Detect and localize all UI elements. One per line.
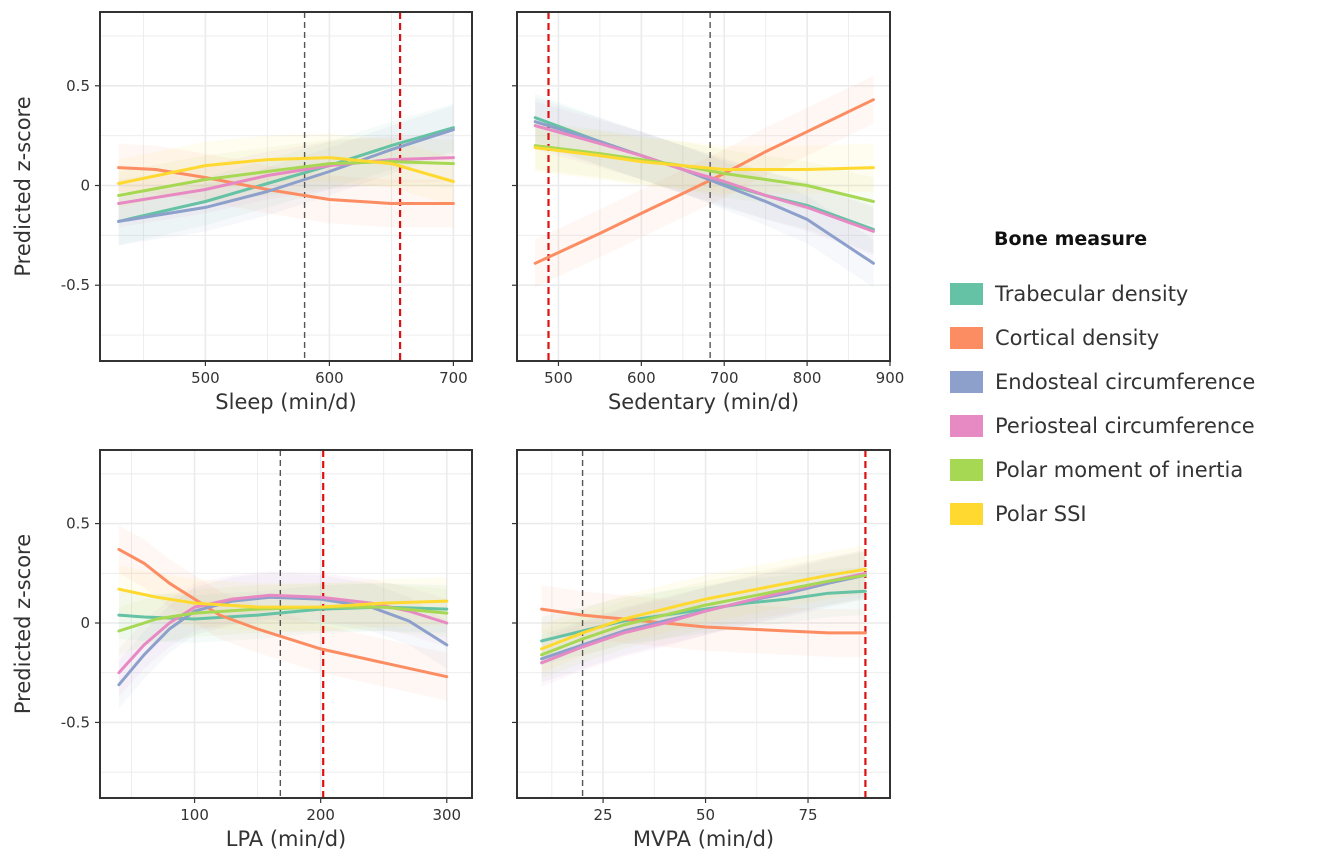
- x-tick-label: 200: [306, 806, 335, 824]
- x-tick-label: 700: [710, 369, 739, 387]
- legend-item-cortical-density: Cortical density: [950, 316, 1255, 360]
- x-tick-label: 800: [793, 369, 822, 387]
- x-tick-label: 75: [798, 806, 817, 824]
- series-line-polar-ssi: [117, 156, 455, 185]
- panel-border: [516, 11, 891, 362]
- legend: Bone measure Trabecular density Cortical…: [950, 228, 1255, 536]
- x-tick-label: 500: [191, 369, 220, 387]
- y-axis-title: Predicted z-score: [11, 96, 35, 276]
- confidence-band: [118, 103, 454, 246]
- confidence-band: [541, 585, 866, 657]
- legend-item-polar-ssi: Polar SSI: [950, 492, 1255, 536]
- legend-item-trabecular-density: Trabecular density: [950, 272, 1255, 316]
- legend-label: Polar SSI: [995, 502, 1087, 526]
- series-line-endosteal-circumference: [533, 120, 875, 265]
- confidence-band: [535, 93, 874, 254]
- x-tick-label: 500: [544, 369, 573, 387]
- series-line-polar-moment-of-inertia: [117, 160, 455, 197]
- panel-sedentary: 500 600 700 800 900 Sedentary (min/d): [512, 11, 905, 414]
- x-axis-title: Sleep (min/d): [215, 390, 356, 414]
- legend-label: Polar moment of inertia: [995, 458, 1244, 482]
- legend-label: Cortical density: [995, 326, 1160, 350]
- series-line-polar-ssi: [533, 146, 875, 171]
- series-line-cortical-density: [533, 98, 875, 265]
- panel-border: [99, 11, 473, 362]
- y-tick-label: 0: [80, 177, 90, 195]
- y-axis-title: Predicted z-score: [11, 534, 35, 714]
- panel-sleep: 500 600 700 0.5 0 -0.5 Sleep (min/d) Predicted …: [11, 11, 473, 414]
- series-line-polar-moment-of-inertia: [540, 573, 867, 657]
- legend-title: Bone measure: [994, 228, 1148, 250]
- panel-mvpa: 25 50 75 MVPA (min/d): [512, 449, 891, 851]
- x-tick-label: 700: [439, 369, 468, 387]
- x-tick-label: 50: [696, 806, 715, 824]
- series-line-polar-moment-of-inertia: [117, 605, 449, 633]
- x-tick-label: 100: [180, 806, 209, 824]
- legend-swatch: [950, 459, 983, 481]
- y-tick-label: -0.5: [61, 713, 90, 731]
- legend-swatch: [950, 327, 983, 349]
- legend-swatch: [950, 371, 983, 393]
- panel-border: [99, 449, 473, 799]
- legend-swatch: [950, 283, 983, 305]
- legend-item-polar-moment-of-inertia: Polar moment of inertia: [950, 448, 1255, 492]
- legend-label: Endosteal circumference: [995, 370, 1256, 394]
- legend-label: Trabecular density: [995, 282, 1189, 306]
- series-line-cortical-density: [117, 547, 449, 679]
- series-line-cortical-density: [540, 607, 867, 635]
- x-tick-label: 300: [432, 806, 461, 824]
- legend-label: Periosteal circumference: [995, 414, 1255, 438]
- panel-border: [516, 449, 891, 799]
- y-tick-label: 0.5: [66, 515, 90, 533]
- plot-background: [100, 450, 472, 798]
- x-axis-title: Sedentary (min/d): [608, 390, 799, 414]
- x-tick-label: 25: [594, 806, 613, 824]
- y-tick-label: -0.5: [61, 276, 90, 294]
- x-tick-label: 600: [627, 369, 656, 387]
- series-line-polar-ssi: [540, 567, 867, 651]
- series-line-cortical-density: [117, 166, 455, 205]
- panel-lpa: 100 200 300 0.5 0 -0.5 LPA (min/d) Predicted z-…: [11, 449, 473, 851]
- series-line-polar-ssi: [117, 587, 449, 609]
- series-line-endosteal-circumference: [117, 595, 449, 687]
- y-tick-label: 0: [80, 614, 90, 632]
- x-axis-title: MVPA (min/d): [633, 827, 774, 851]
- series-line-trabecular-density: [117, 126, 455, 223]
- legend-item-periosteal-circumference: Periosteal circumference: [950, 404, 1255, 448]
- plot-background: [517, 12, 890, 361]
- series-line-polar-moment-of-inertia: [533, 144, 875, 203]
- x-axis-title: LPA (min/d): [226, 827, 346, 851]
- series-line-endosteal-circumference: [117, 128, 455, 223]
- series-line-periosteal-circumference: [533, 124, 875, 233]
- series-line-periosteal-circumference: [117, 156, 455, 205]
- confidence-band: [535, 97, 874, 288]
- plot-background: [517, 450, 890, 798]
- confidence-band: [118, 105, 454, 246]
- legend-item-endosteal-circumference: Endosteal circumference: [950, 360, 1255, 404]
- x-tick-label: 900: [876, 369, 905, 387]
- legend-swatch: [950, 503, 983, 525]
- y-tick-label: 0.5: [66, 77, 90, 95]
- confidence-band: [535, 123, 874, 194]
- x-tick-label: 600: [315, 369, 344, 387]
- legend-swatch: [950, 415, 983, 437]
